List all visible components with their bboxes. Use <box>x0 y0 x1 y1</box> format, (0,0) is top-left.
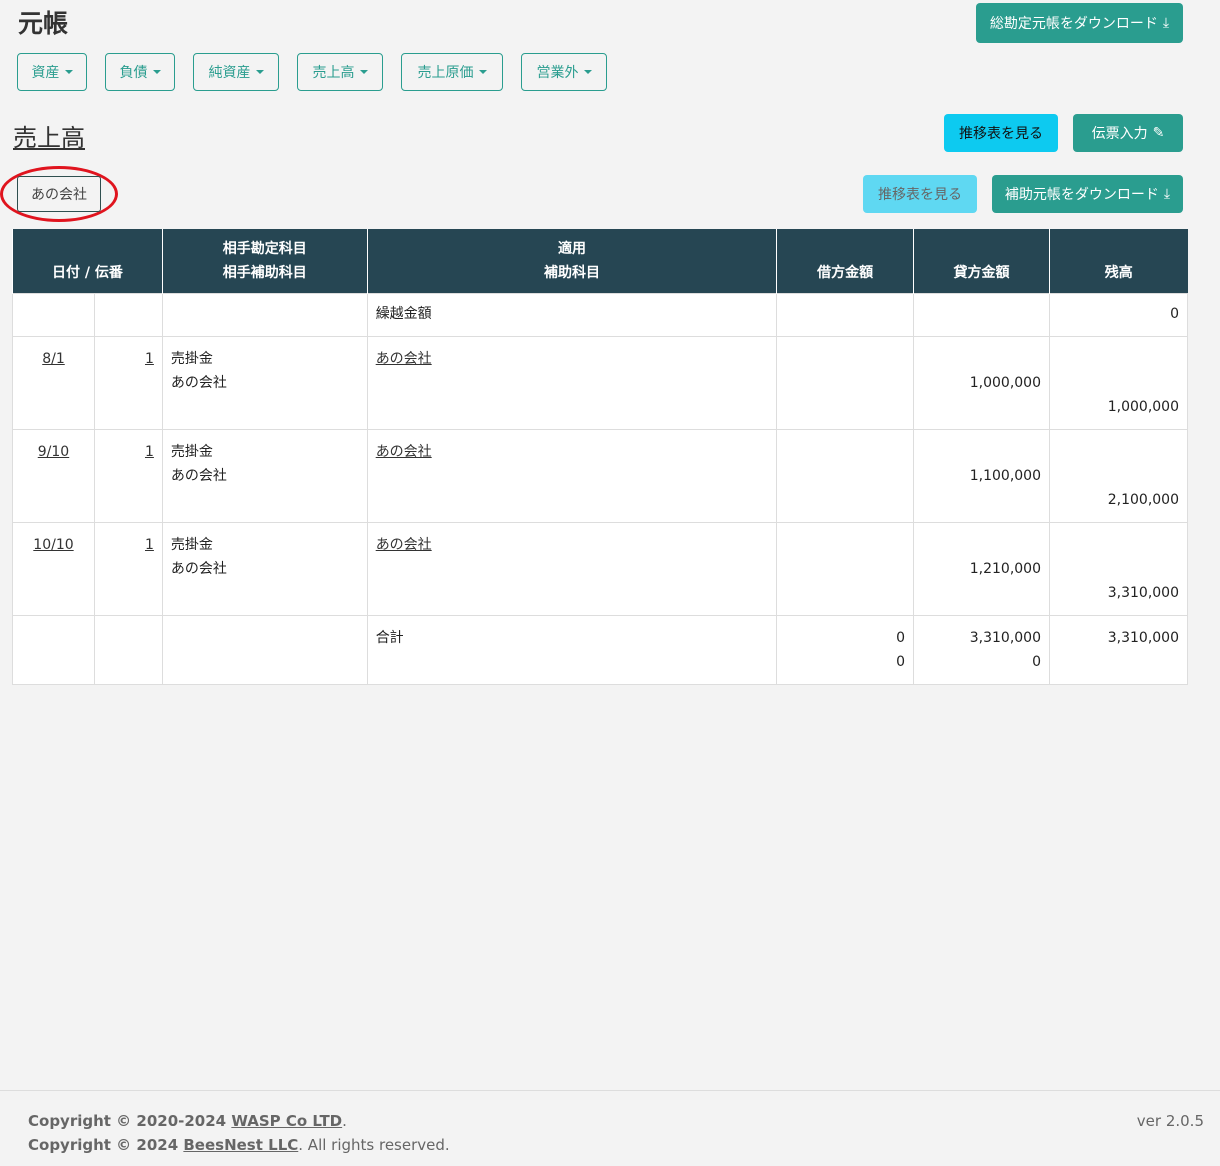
total-credit-sub: 0 <box>1032 654 1042 670</box>
category-dropdown-cogs[interactable]: 売上原価 <box>401 53 503 91</box>
sub-account-button[interactable]: あの会社 <box>17 176 101 212</box>
h: 適用 <box>557 241 586 257</box>
category-dropdown-sales[interactable]: 売上高 <box>297 53 383 91</box>
header-date-slip: 日付 / 伝番 <box>12 229 163 294</box>
label: 純資産 <box>208 65 251 81</box>
desc-link[interactable]: あの会社 <box>375 351 432 367</box>
edit-icon: ✎ <box>1152 125 1165 141</box>
header-balance: 残高 <box>1049 229 1188 294</box>
counter-sub: あの会社 <box>170 561 227 577</box>
page-title: 元帳 <box>18 9 69 38</box>
wasp-link[interactable]: WASP Co LTD <box>231 1112 343 1130</box>
desc-link[interactable]: あの会社 <box>375 444 432 460</box>
header-debit: 借方金額 <box>776 229 914 294</box>
label: 営業外 <box>536 65 579 81</box>
carry-label: 繰越金額 <box>366 293 778 337</box>
version: ver 2.0.5 <box>1136 1112 1204 1130</box>
slip-link[interactable]: 1 <box>144 351 154 367</box>
sub-view-transition-button-disabled: 推移表を見る <box>863 175 977 213</box>
table-row: 10/10 1 売掛金 あの会社 あの会社 1,210,000 3,310,000 <box>12 522 1188 616</box>
header-credit: 貸方金額 <box>913 229 1050 294</box>
header-description: 適用 補助科目 <box>366 229 777 294</box>
caret-down-icon <box>64 70 73 74</box>
counter-sub: あの会社 <box>170 468 227 484</box>
account-title-link[interactable]: 売上高 <box>13 124 85 152</box>
credit: 1,100,000 <box>969 468 1042 484</box>
h: 相手勘定科目 <box>222 241 307 257</box>
carry-row: 繰越金額 0 <box>12 293 1188 337</box>
counter-account: 売掛金 <box>170 537 213 553</box>
caret-down-icon <box>255 70 264 74</box>
category-dropdown-liabilities[interactable]: 負債 <box>105 53 175 91</box>
counter-sub: あの会社 <box>170 375 227 391</box>
total-balance: 3,310,000 <box>1049 615 1188 685</box>
download-label: 総勘定元帳をダウンロード <box>989 16 1158 32</box>
counter-account: 売掛金 <box>170 351 213 367</box>
copyright-2: Copyright © 2024 BeesNest LLC. All right… <box>28 1136 450 1154</box>
footer: Copyright © 2020-2024 WASP Co LTD. Copyr… <box>0 1090 1220 1166</box>
download-icon: ⤓ <box>1163 186 1171 202</box>
header-counter: 相手勘定科目 相手補助科目 <box>161 229 368 294</box>
date-link[interactable]: 8/1 <box>42 351 65 367</box>
red-annotation-circle <box>0 166 118 222</box>
download-general-ledger-button[interactable]: 総勘定元帳をダウンロード ⤓ <box>976 3 1183 43</box>
balance: 1,000,000 <box>1107 399 1179 415</box>
table-row: 9/10 1 売掛金 あの会社 あの会社 1,100,000 2,100,000 <box>12 429 1188 523</box>
date-link[interactable]: 10/10 <box>33 537 74 553</box>
label: 負債 <box>119 65 148 81</box>
caret-down-icon <box>152 70 161 74</box>
total-row: 合計 0 0 3,310,000 0 3,310,000 <box>12 615 1188 685</box>
credit: 1,000,000 <box>969 375 1042 391</box>
balance: 3,310,000 <box>1107 585 1179 601</box>
caret-down-icon <box>478 70 487 74</box>
slip-link[interactable]: 1 <box>144 537 154 553</box>
download-icon: ⤓ <box>1162 15 1170 31</box>
credit: 1,210,000 <box>969 561 1042 577</box>
category-dropdown-non-operating[interactable]: 営業外 <box>521 53 607 91</box>
view-transition-button[interactable]: 推移表を見る <box>944 114 1058 152</box>
label: 売上高 <box>312 65 355 81</box>
total-debit-sub: 0 <box>896 654 906 670</box>
balance: 2,100,000 <box>1107 492 1179 508</box>
desc-link[interactable]: あの会社 <box>375 537 432 553</box>
category-dropdown-assets[interactable]: 資産 <box>17 53 87 91</box>
copyright-1: Copyright © 2020-2024 WASP Co LTD. <box>28 1112 347 1130</box>
download-sub-ledger-button[interactable]: 補助元帳をダウンロード ⤓ <box>992 175 1183 213</box>
beesnest-link[interactable]: BeesNest LLC <box>183 1136 299 1154</box>
date-link[interactable]: 9/10 <box>37 444 70 460</box>
caret-down-icon <box>359 70 368 74</box>
total-label: 合計 <box>366 615 778 685</box>
category-dropdown-net-assets[interactable]: 純資産 <box>193 53 279 91</box>
text: . All rights reserved. <box>298 1136 450 1154</box>
text: Copyright © 2024 <box>28 1136 184 1154</box>
table-header: 日付 / 伝番 相手勘定科目 相手補助科目 適用補助科目 借方金額 貸方金額 残高 <box>12 229 1188 294</box>
label: 売上原価 <box>417 65 474 81</box>
slip-link[interactable]: 1 <box>144 444 154 460</box>
h: 相手補助科目 <box>222 265 307 281</box>
text: . <box>342 1112 347 1130</box>
table-row: 8/1 1 売掛金 あの会社 あの会社 1,000,000 1,000,000 <box>12 336 1188 430</box>
total-debit: 0 <box>896 630 906 646</box>
ledger-table: 日付 / 伝番 相手勘定科目 相手補助科目 適用補助科目 借方金額 貸方金額 残高… <box>12 229 1188 685</box>
carry-balance: 0 <box>1049 293 1188 337</box>
slip-entry-button[interactable]: 伝票入力 ✎ <box>1073 114 1183 152</box>
label: 資産 <box>31 65 60 81</box>
h: 補助科目 <box>543 265 600 281</box>
total-credit: 3,310,000 <box>969 630 1042 646</box>
caret-down-icon <box>583 70 592 74</box>
text: Copyright © 2020-2024 <box>28 1112 232 1130</box>
label: 補助元帳をダウンロード <box>1004 187 1159 203</box>
counter-account: 売掛金 <box>170 444 213 460</box>
label: 伝票入力 <box>1091 126 1148 142</box>
